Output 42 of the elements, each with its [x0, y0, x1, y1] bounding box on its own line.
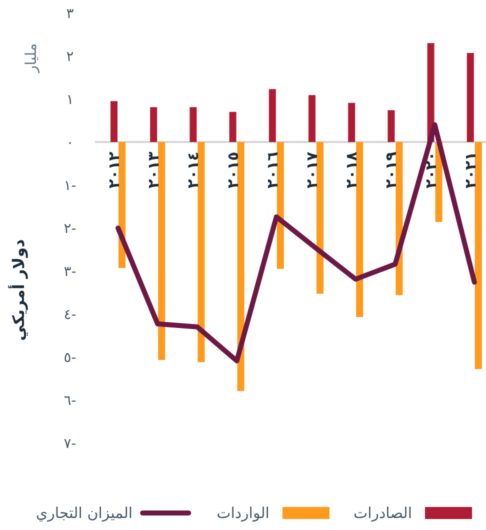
bar — [110, 101, 118, 142]
bar — [158, 142, 166, 360]
x-tick-label: ٢٠١٣ — [144, 152, 163, 188]
x-tick-label: ٢٠٢١ — [461, 152, 480, 188]
y-tick-label: ٤- — [64, 307, 76, 323]
bar — [388, 110, 395, 142]
y-tick-label: ٢- — [64, 221, 76, 237]
y-tick-label: ٣- — [64, 264, 76, 280]
bar — [348, 102, 356, 142]
bar — [308, 95, 316, 142]
legend-label: الواردات — [216, 504, 270, 522]
y-tick-label: ١ — [66, 92, 74, 108]
y-tick-label: ١- — [64, 178, 76, 194]
x-tick-label: ٢٠١٩ — [382, 152, 400, 188]
x-tick-label: ٢٠١٨ — [342, 152, 361, 188]
y-tick-label: ٧- — [64, 436, 76, 452]
bar — [150, 107, 158, 142]
y-tick-label: ٥- — [64, 350, 76, 366]
y-tick-label: ٣ — [66, 6, 74, 22]
x-tick-label: ٢٠٢٠ — [422, 152, 440, 188]
x-tick-label: ٢٠١٥ — [224, 152, 242, 188]
x-tick-label: ٢٠١٦ — [263, 152, 282, 188]
y-tick-label: ٦- — [64, 393, 76, 409]
y-tick-label: ٢ — [66, 49, 74, 65]
bar — [198, 142, 205, 362]
text: مليار — [22, 43, 40, 74]
x-tick-label: ٢٠١٤ — [184, 152, 202, 188]
bar — [237, 142, 244, 391]
bar — [466, 52, 474, 142]
x-tick-label: ٢٠١٧ — [303, 152, 321, 188]
bar — [356, 142, 364, 318]
legend-label: الصادرات — [353, 504, 412, 522]
bar — [316, 142, 324, 294]
bar — [190, 107, 197, 142]
bar — [229, 112, 236, 142]
bar — [268, 89, 276, 142]
y-axis-title: دولار أمريكي — [8, 239, 28, 341]
x-tick-label: ٢٠١٢ — [105, 152, 123, 188]
legend-label: الميزان التجاري — [36, 504, 133, 522]
bar — [276, 142, 284, 269]
y-tick-label: ٠ — [66, 135, 74, 151]
bar — [474, 142, 482, 370]
